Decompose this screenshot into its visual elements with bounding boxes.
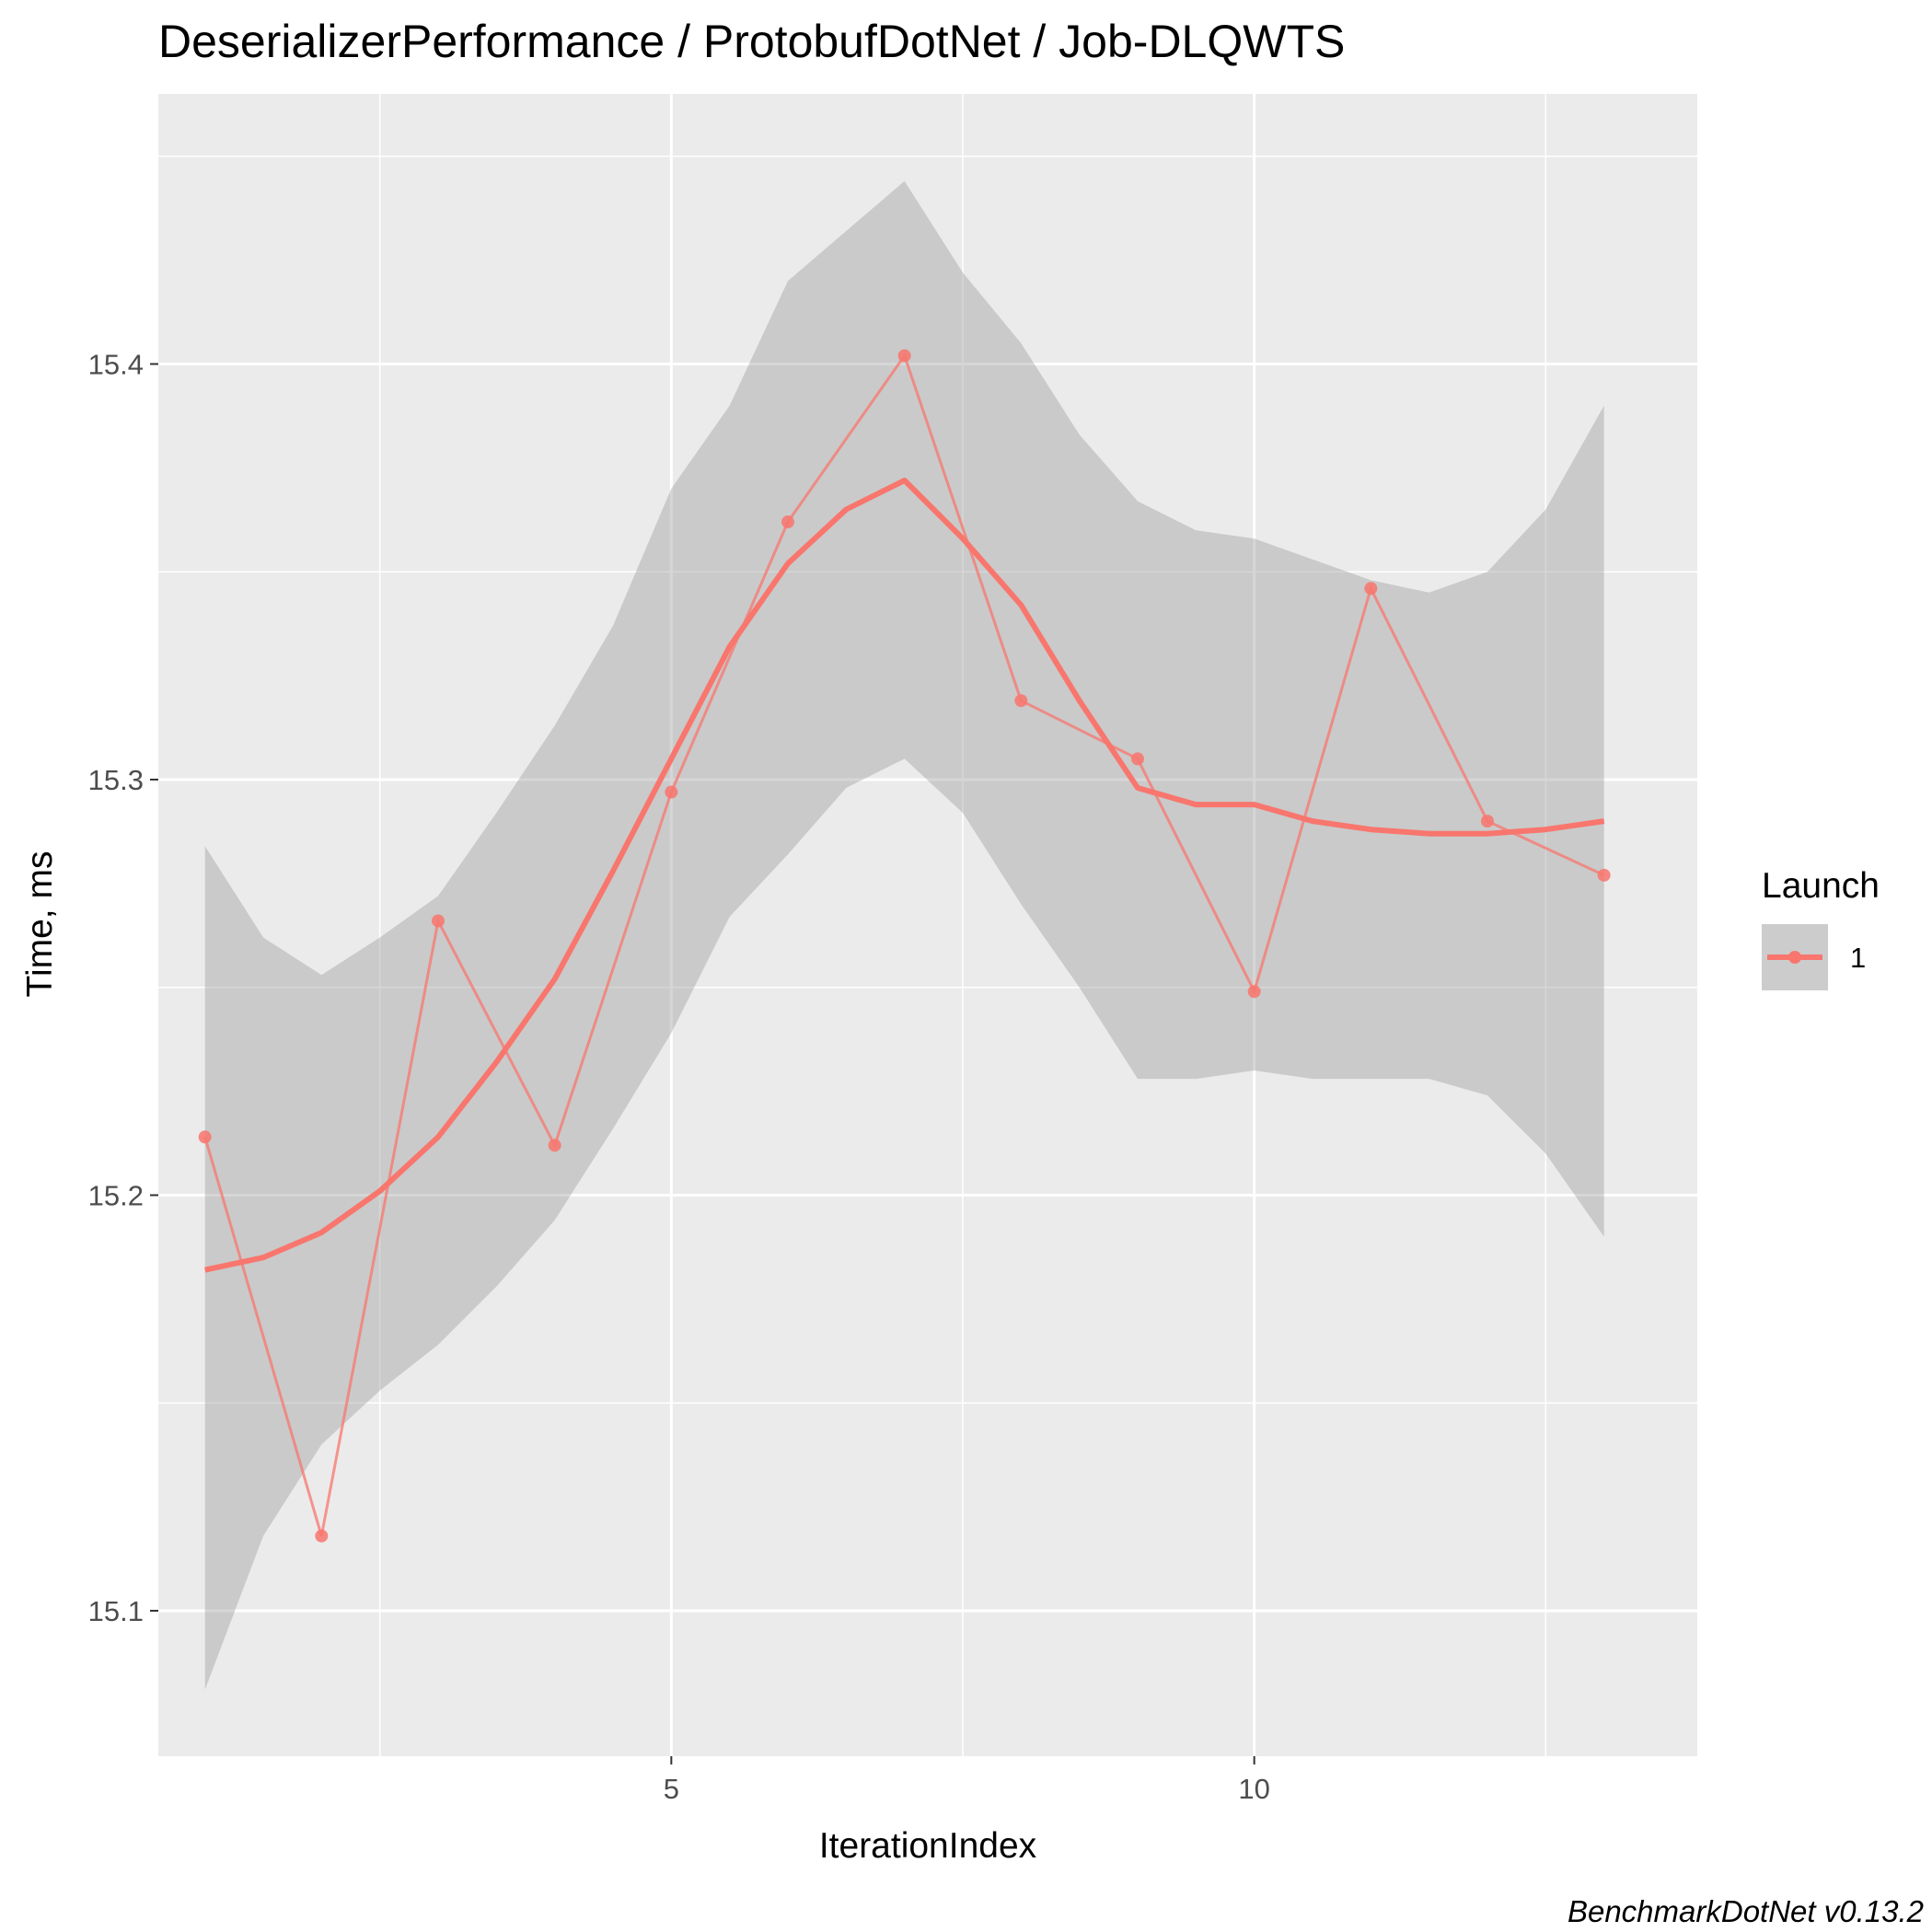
data-point [548,1139,561,1152]
data-point [1014,694,1028,708]
confidence-band [204,180,1604,1690]
y-tick-label: 15.3 [88,764,144,796]
legend-label: 1 [1850,942,1866,974]
x-tick-label: 5 [664,1773,679,1805]
x-tick-label: 10 [1238,1773,1269,1805]
y-axis-title: Time, ms [20,851,60,998]
legend: Launch 1 [1762,866,1880,990]
smooth-line-layer [204,477,1605,1273]
grid-major [158,94,1697,1756]
data-point [198,1130,212,1144]
data-point [1597,868,1611,882]
chart-title: DeserializerPerformance / ProtobufDotNet… [158,16,1345,67]
y-tick-label: 15.2 [88,1179,144,1211]
point-layer [198,349,1611,1543]
y-tick-label: 15.1 [88,1595,144,1627]
data-point [1247,985,1261,999]
data-point [432,914,445,928]
confidence-band-layer [204,180,1604,1690]
x-axis-ticks: 5 10 [664,1756,1270,1805]
data-point [1364,582,1378,596]
legend-key-point [1788,951,1801,964]
data-point [665,785,678,799]
y-tick-label: 15.4 [88,348,144,380]
data-point [897,349,911,363]
data-point [1131,752,1144,766]
smooth-line [204,477,1605,1273]
legend-title: Launch [1762,866,1880,906]
grid-minor [158,94,1697,1756]
data-point [781,515,794,529]
x-axis-title: IterationIndex [819,1826,1037,1866]
y-axis-ticks: 15.1 15.2 15.3 15.4 [88,348,158,1627]
data-point [1481,815,1494,828]
caption: BenchmarkDotNet v0.13.2 [1568,1894,1924,1928]
data-point [315,1529,329,1543]
plot-panel [158,94,1697,1756]
